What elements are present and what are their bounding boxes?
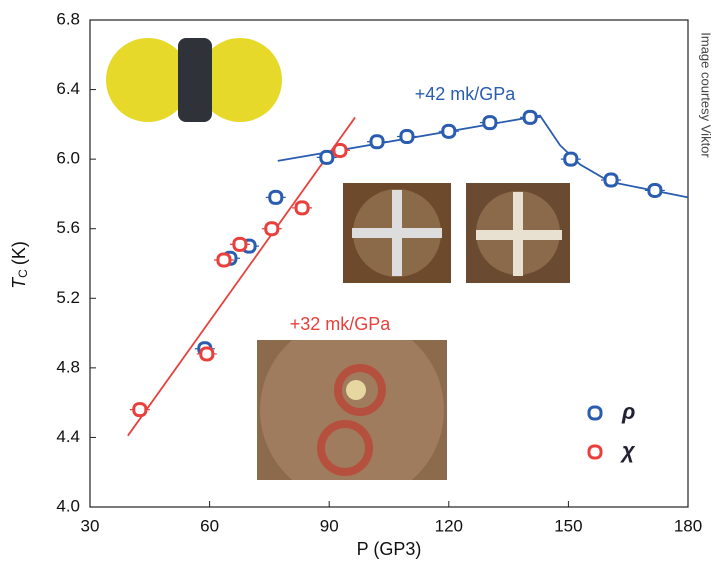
data-point [524, 111, 536, 123]
x-tick-label: 30 [81, 516, 100, 535]
x-axis-label: P (GP3) [357, 539, 422, 559]
data-point [234, 238, 246, 250]
y-label-subscript: C [16, 269, 30, 278]
legend-label: χ [620, 438, 636, 463]
data-point [649, 184, 661, 196]
data-point [443, 125, 455, 137]
annotation: +32 mk/GPa [290, 314, 392, 334]
y-tick-label: 4.0 [56, 496, 80, 515]
data-point [218, 254, 230, 266]
x-tick-label: 60 [200, 516, 219, 535]
data-point [605, 174, 617, 186]
y-tick-label: 5.2 [56, 288, 80, 307]
data-point [201, 348, 213, 360]
y-tick-label: 6.0 [56, 149, 80, 168]
y-axis-label: TC(K) [9, 241, 30, 289]
data-point [321, 151, 333, 163]
data-point [565, 153, 577, 165]
x-tick-label: 120 [435, 516, 463, 535]
y-tick-label: 4.8 [56, 357, 80, 376]
legend-marker [589, 407, 601, 419]
credit: Image courtesy Viktor [699, 32, 714, 158]
data-point [334, 144, 346, 156]
annotation: +42 mk/GPa [415, 84, 517, 104]
data-point [296, 202, 308, 214]
data-point [371, 136, 383, 148]
data-point [270, 191, 282, 203]
y-tick-label: 6.4 [56, 79, 80, 98]
y-tick-label: 6.8 [56, 9, 80, 28]
data-point [401, 131, 413, 143]
sample-photo-inset [257, 318, 447, 502]
x-tick-label: 150 [554, 516, 582, 535]
legend-label: ρ [621, 399, 635, 424]
data-point [484, 117, 496, 129]
y-tick-label: 4.4 [56, 427, 80, 446]
chart: +42 mk/GPa +32 mk/GPa Image courtesy Vik… [0, 0, 716, 566]
data-point [266, 223, 278, 235]
data-point [134, 404, 146, 416]
legend-marker [589, 446, 601, 458]
molecule-inset [106, 38, 282, 122]
y-tick-label: 5.6 [56, 218, 80, 237]
y-label-unit: (K) [9, 241, 29, 265]
x-tick-label: 90 [320, 516, 339, 535]
micrograph-inset [343, 183, 570, 283]
x-tick-label: 180 [674, 516, 702, 535]
